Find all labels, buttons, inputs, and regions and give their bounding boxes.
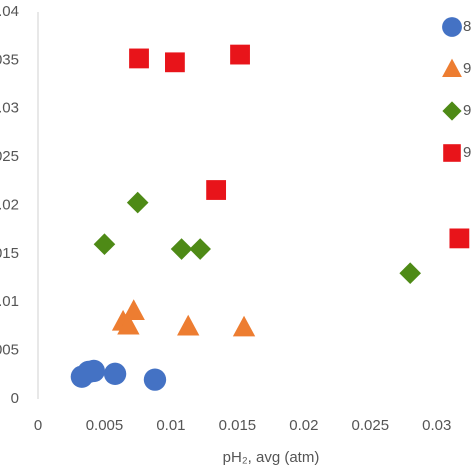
legend-label: 8 — [463, 18, 471, 35]
x-tick-label: 0.005 — [86, 417, 124, 434]
point — [117, 313, 140, 335]
legend-marker — [442, 58, 462, 77]
x-tick-label: 0.015 — [219, 417, 257, 434]
y-tick-label: 0.025 — [0, 148, 19, 165]
point — [449, 228, 470, 249]
x-tick-label: 0.02 — [289, 417, 318, 434]
point — [206, 180, 227, 200]
y-tick-label: 0 — [11, 390, 19, 407]
point — [230, 44, 250, 65]
x-tick-label: 0.01 — [156, 417, 185, 434]
legend-label: 9 — [463, 60, 471, 77]
legend-marker — [443, 144, 461, 162]
y-tick-label: 0.02 — [0, 196, 19, 213]
point — [189, 238, 211, 260]
y-tick-label: 0.005 — [0, 342, 19, 359]
legend-marker — [442, 17, 462, 37]
point — [232, 315, 256, 337]
point — [103, 362, 127, 386]
point — [177, 314, 200, 336]
y-tick-label: 0.03 — [0, 100, 19, 117]
x-tick-label: 0.03 — [422, 417, 451, 434]
legend-label: 9 — [463, 144, 471, 161]
point — [399, 262, 421, 285]
point — [126, 191, 149, 214]
point — [129, 48, 149, 69]
point — [165, 52, 185, 73]
point — [122, 299, 145, 320]
point — [82, 359, 105, 383]
y-tick-label: 0.01 — [0, 293, 19, 310]
x-tick-label: 0 — [34, 417, 42, 434]
point — [170, 238, 193, 260]
legend-label: 9 — [463, 102, 471, 119]
point — [93, 233, 116, 255]
x-axis-label: pH₂, avg (atm) — [223, 449, 320, 466]
x-tick-label: 0.025 — [352, 417, 390, 434]
legend-marker — [442, 101, 462, 121]
y-tick-label: 0.04 — [0, 3, 19, 20]
y-tick-label: 0.035 — [0, 51, 19, 68]
y-tick-label: 0.015 — [0, 245, 19, 262]
point — [143, 368, 167, 391]
